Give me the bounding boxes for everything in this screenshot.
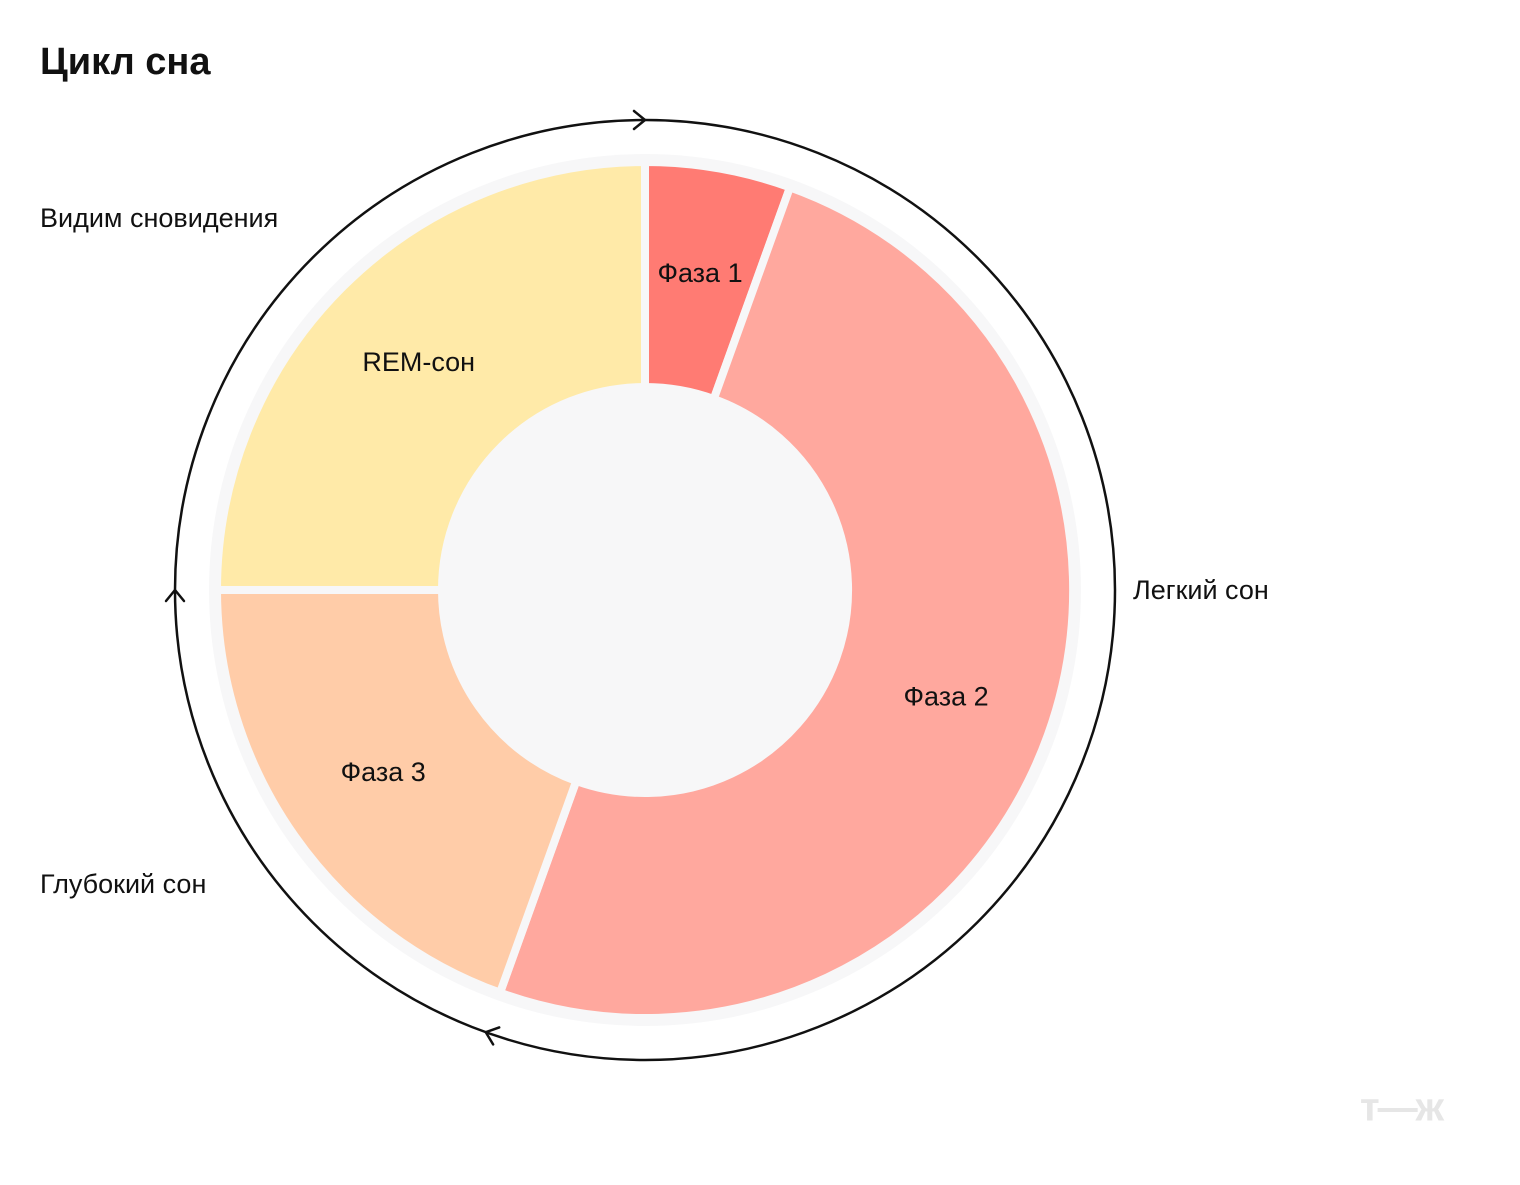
cycle-arrow bbox=[484, 1026, 501, 1046]
donut-segment bbox=[213, 158, 649, 594]
chart-title: Цикл сна bbox=[40, 41, 211, 83]
donut-hole bbox=[444, 389, 846, 791]
group-label: Глубокий сон bbox=[40, 869, 206, 899]
segment-label: Фаза 2 bbox=[904, 682, 989, 712]
cycle-arrow bbox=[164, 588, 186, 603]
group-label: Видим сновидения bbox=[40, 203, 278, 233]
segment-label: Фаза 3 bbox=[341, 757, 426, 787]
donut-segment bbox=[213, 586, 581, 997]
group-label: Легкий сон bbox=[1133, 575, 1269, 605]
donut-segment bbox=[496, 183, 1077, 1022]
segment-label: Фаза 1 bbox=[657, 258, 742, 288]
watermark: т—ж bbox=[1360, 1086, 1445, 1130]
segment-label: REM-сон bbox=[362, 347, 475, 377]
cycle-arrow bbox=[632, 109, 647, 131]
